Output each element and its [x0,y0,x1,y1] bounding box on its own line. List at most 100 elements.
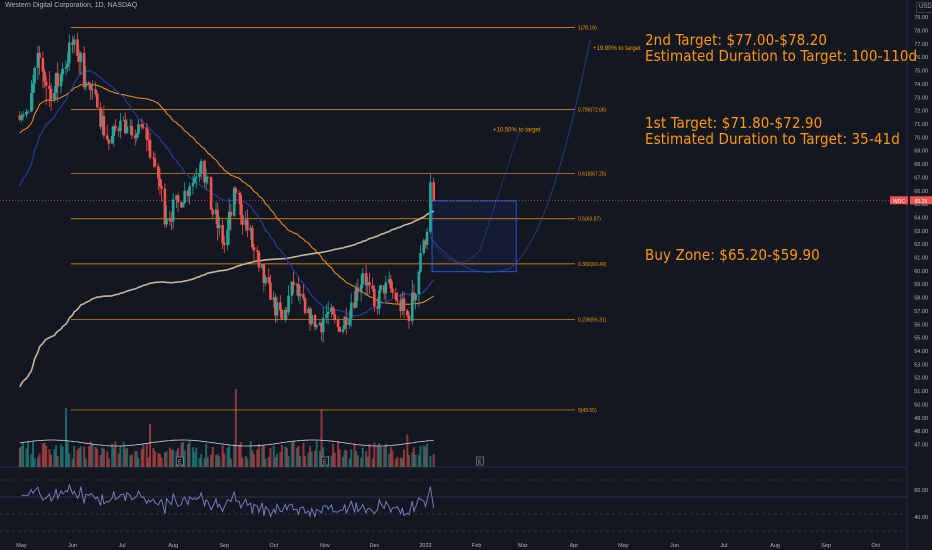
earnings-marker[interactable] [175,456,184,466]
candle-body [165,218,168,225]
y-tick-label: 62.00 [914,242,928,248]
candle-body [389,279,393,289]
y-tick-label: 79.00 [914,15,928,21]
candle-body [206,176,210,178]
fib-level-label: 0.5(63.87) [578,217,601,223]
candle-body [128,126,132,127]
x-tick-label: Nov [320,543,330,549]
rsi-tick-label: 40.00 [914,515,928,521]
x-tick-label: Feb [472,543,481,549]
volume-bar [125,447,128,467]
y-tick-label: 65.00 [914,202,928,208]
volume-bar [61,446,64,467]
volume-bar [318,450,321,467]
volume-bar [43,442,46,467]
volume-bar [112,447,115,467]
candle-body [194,176,198,179]
y-tick-label: 64.00 [914,215,928,221]
y-tick-label: 67.00 [914,175,928,181]
y-tick-label: 75.00 [914,69,928,75]
volume-bar [154,451,157,467]
volume-bar [137,458,140,467]
candle-body [152,157,155,159]
volume-bar [338,449,341,467]
volume-bar [417,454,420,467]
volume-bar [292,441,295,467]
target2-note-line1: 2nd Target: $77.00-$78.20 [645,31,828,49]
volume-bar [399,457,402,467]
x-tick-label: Dec [369,543,379,549]
candle-body [257,251,261,268]
current-price-tag[interactable] [910,196,932,205]
volume-bar [111,443,114,467]
candle-body [382,285,386,294]
x-tick-label: Aug [770,543,780,549]
candle-body [71,42,74,45]
y-tick-label: 50.00 [914,402,928,408]
candle-body [348,318,351,326]
earnings-marker[interactable] [321,456,329,466]
candle-body [221,225,224,243]
candle-body [124,120,127,134]
y-tick-label: 48.00 [914,429,928,435]
y-tick-label: 54.00 [914,349,928,355]
candle-body [112,126,116,137]
y-tick-label: 52.00 [914,376,928,382]
volume-bar [241,457,244,467]
candle-body [31,83,35,94]
candle-body [379,285,383,291]
candle-body [61,68,64,75]
volume-bar [71,458,74,467]
volume-bar [170,449,173,467]
candle-body [79,52,83,62]
candle-body [216,209,219,229]
candle-body [18,115,22,120]
volume-bar [158,453,161,467]
candle-body [361,273,365,285]
candle-body [376,306,379,309]
candle-body [315,325,318,328]
volume-bar [414,454,417,467]
volume-bar [371,458,374,467]
candle-body [353,302,356,308]
volume-bar [134,450,137,467]
volume-bar [378,442,381,467]
candle-body [160,186,163,189]
volume-bar [193,451,196,467]
y-tick-label: 73.00 [914,95,928,101]
earnings-marker[interactable] [476,456,484,466]
x-tick-label: Jun [68,543,77,549]
volume-bar [412,447,415,467]
y-tick-label: 72.00 [914,109,928,115]
candle-body [302,293,305,299]
volume-bar [379,446,382,467]
candle-body [119,120,122,132]
volume-bar [297,446,300,467]
candle-body [285,309,289,313]
fib-level-label: 1(78.19) [578,25,597,31]
volume-bar [290,442,293,467]
volume-bar [91,443,94,467]
x-tick-label: Mar [518,543,528,549]
y-tick-label: 58.00 [914,296,928,302]
volume-bar [76,449,79,467]
volume-bar [350,449,353,467]
candle-body [422,240,426,254]
candle-body [269,282,272,300]
volume-bar [302,442,305,467]
y-tick-label: 70.00 [914,135,928,141]
volume-bar [215,455,218,467]
candle-body [218,225,221,229]
volume-bar [249,441,252,467]
candle-body [170,220,173,222]
candle-body [343,316,346,330]
candle-body [336,319,340,328]
candle-body [91,89,94,91]
volume-bar [198,458,201,467]
candle-body [171,199,175,222]
volume-bar [313,450,316,467]
currency-badge[interactable]: USD [916,2,932,13]
candle-body [417,271,421,295]
candle-body [147,139,150,141]
